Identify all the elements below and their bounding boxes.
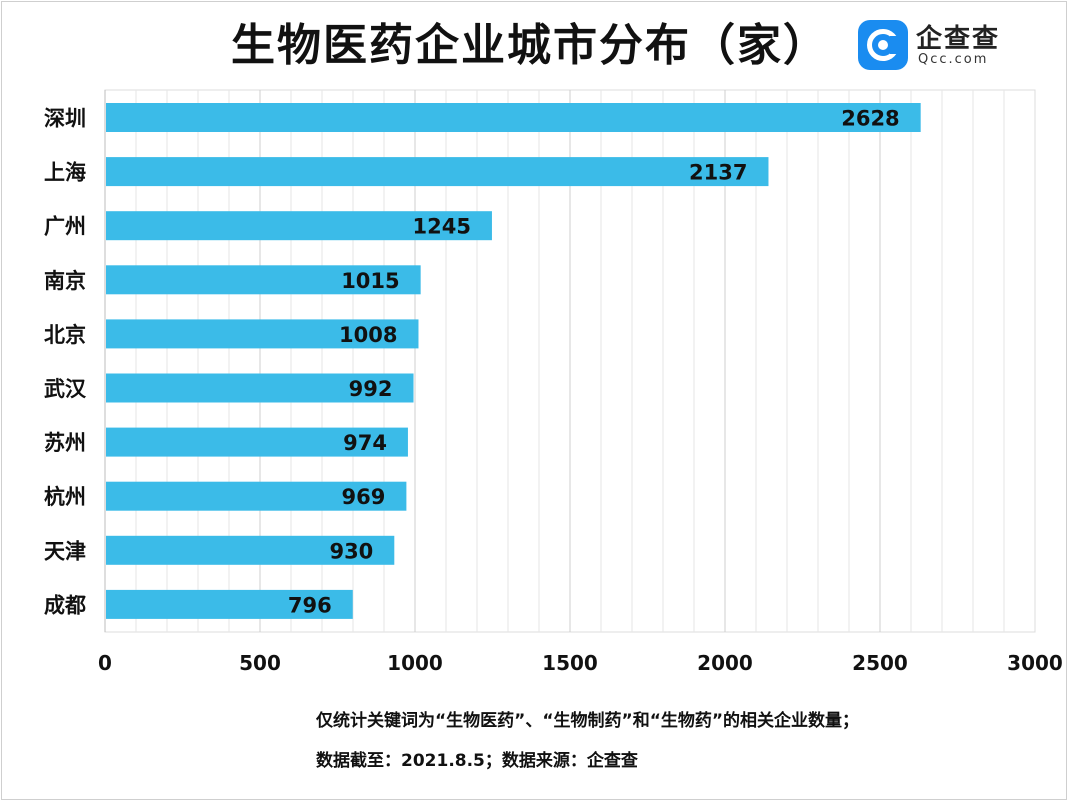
category-label: 成都 — [44, 593, 86, 617]
category-label: 武汉 — [44, 377, 87, 401]
x-tick-label: 0 — [98, 651, 112, 675]
data-label: 796 — [288, 593, 332, 617]
qcc-logo: 企查查 Qcc.com — [858, 18, 1008, 74]
bar — [106, 211, 492, 241]
category-label: 深圳 — [44, 107, 86, 131]
category-label: 上海 — [44, 161, 86, 185]
logo-name: 企查查 — [916, 24, 1001, 54]
x-tick-label: 1500 — [542, 651, 598, 675]
data-label: 1015 — [341, 269, 399, 293]
category-label: 杭州 — [44, 485, 86, 509]
bar — [106, 427, 408, 457]
x-tick-label: 2500 — [852, 651, 908, 675]
data-label: 2628 — [841, 107, 899, 131]
data-label: 974 — [343, 431, 387, 455]
logo-domain: Qcc.com — [918, 52, 989, 67]
category-label: 北京 — [44, 323, 86, 347]
bar — [106, 535, 395, 565]
data-label: 1245 — [412, 215, 470, 239]
qcc-logo-icon — [858, 20, 908, 70]
bar — [106, 157, 769, 187]
bar — [106, 481, 407, 511]
x-tick-label: 3000 — [1007, 651, 1063, 675]
chart-title: 生物医药企业城市分布（家） — [231, 20, 829, 71]
data-label: 2137 — [689, 161, 747, 185]
data-label: 1008 — [339, 323, 397, 347]
category-label: 南京 — [44, 269, 86, 293]
bar — [106, 373, 414, 403]
category-label: 苏州 — [44, 431, 86, 455]
x-tick-label: 2000 — [697, 651, 753, 675]
footnote-scope: 仅统计关键词为“生物医药”、“生物制药”和“生物药”的相关企业数量； — [316, 711, 860, 731]
category-label: 天津 — [44, 539, 86, 563]
data-label: 992 — [349, 377, 393, 401]
data-label: 969 — [342, 485, 386, 509]
bar — [106, 319, 419, 349]
bar — [106, 103, 921, 132]
bar — [106, 589, 353, 619]
x-tick-label: 1000 — [387, 651, 443, 675]
category-label: 广州 — [44, 215, 86, 239]
footnote-source: 数据截至：2021.8.5；数据来源：企查查 — [316, 751, 638, 771]
data-label: 930 — [329, 539, 373, 563]
x-tick-label: 500 — [239, 651, 281, 675]
bar — [106, 265, 421, 295]
